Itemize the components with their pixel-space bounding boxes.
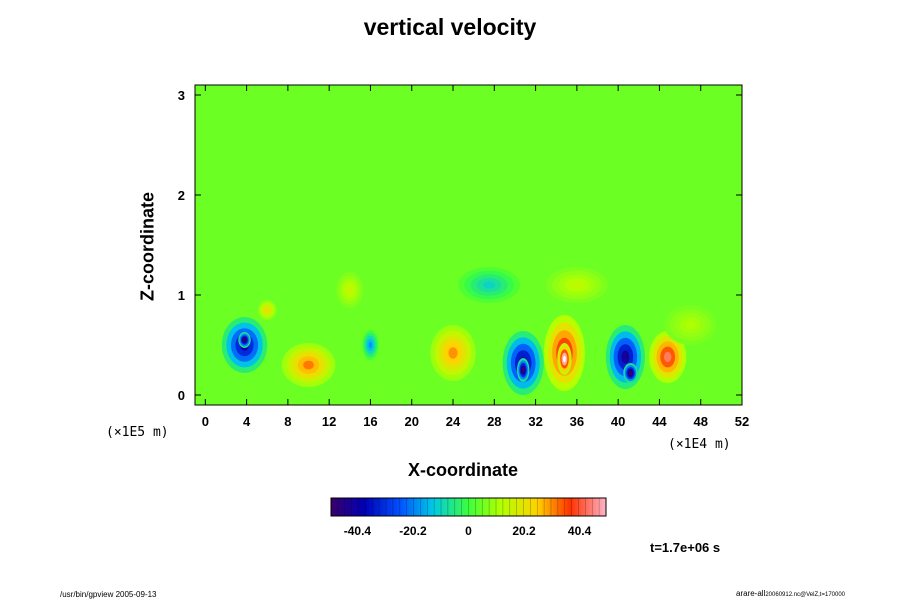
x-tick-label: 40 (611, 414, 625, 429)
z-unit-note: (×1E5 m) (106, 425, 169, 440)
x-tick-label: 32 (528, 414, 542, 429)
x-axis: 0 4 8 12 16 20 24 28 32 36 40 44 48 52 (202, 85, 749, 429)
x-tick-label: 28 (487, 414, 501, 429)
x-tick-label: 36 (570, 414, 584, 429)
time-label: t=1.7e+06 s (650, 540, 721, 555)
x-tick-label: 48 (693, 414, 707, 429)
footer-right-sub: 20060912.nc@VelZ,t=170000 (765, 592, 845, 598)
plot-frame (194, 84, 743, 406)
footer-right-main: arare-all (736, 589, 766, 598)
x-tick-label: 0 (202, 414, 209, 429)
heatmap-cell (629, 371, 632, 375)
colorbar-frame (330, 497, 607, 517)
y-tick-label: 2 (178, 188, 185, 203)
heatmap-cell (482, 281, 496, 289)
footer-right: arare-all20060912.nc@VelZ,t=170000 (736, 589, 845, 598)
heatmap-cell (685, 321, 696, 329)
heatmap-cell (265, 308, 270, 312)
y-axis: 0 1 2 3 (178, 88, 742, 403)
colorbar-segments (337, 498, 600, 516)
x-tick-label: 44 (652, 414, 667, 429)
colorbar-tick-label: -40.4 (344, 524, 372, 538)
heatmap-cell (368, 342, 373, 348)
y-tick-label: 0 (178, 388, 185, 403)
heatmap-cell (521, 367, 525, 373)
y-axis-label: Z-coordinate (137, 192, 158, 302)
x-tick-label: 52 (735, 414, 749, 429)
x-axis-label: X-coordinate (408, 460, 519, 480)
x-unit-note: (×1E4 m) (668, 437, 731, 452)
x-tick-label: 20 (405, 414, 419, 429)
chart-title: vertical velocity (363, 14, 537, 40)
x-tick-label: 12 (322, 414, 336, 429)
colorbar-tick-label: -20.2 (399, 524, 427, 538)
heatmap-cell (243, 338, 246, 342)
heatmap-cell (663, 351, 672, 363)
heatmap-cell (570, 281, 584, 289)
colorbar (331, 498, 606, 516)
x-tick-label: 8 (284, 414, 291, 429)
y-tick-label: 3 (178, 88, 185, 103)
x-tick-label: 16 (363, 414, 377, 429)
colorbar-tick-label: 20.2 (512, 524, 536, 538)
heatmap-layer (195, 85, 742, 405)
colorbar-tick-label: 40.4 (568, 524, 592, 538)
heatmap-cell (303, 360, 314, 370)
footer-left: /usr/bin/gpview 2005-09-13 (60, 590, 157, 599)
x-tick-label: 24 (446, 414, 461, 429)
x-tick-label: 4 (243, 414, 251, 429)
colorbar-ticks: -40.4 -20.2 0 20.2 40.4 (344, 524, 592, 538)
heatmap-cell (563, 355, 566, 363)
colorbar-tick-label: 0 (465, 524, 472, 538)
heatmap-cell (448, 347, 458, 359)
heatmap-cell (621, 350, 630, 364)
y-tick-label: 1 (178, 288, 185, 303)
heatmap-cell (347, 286, 353, 294)
